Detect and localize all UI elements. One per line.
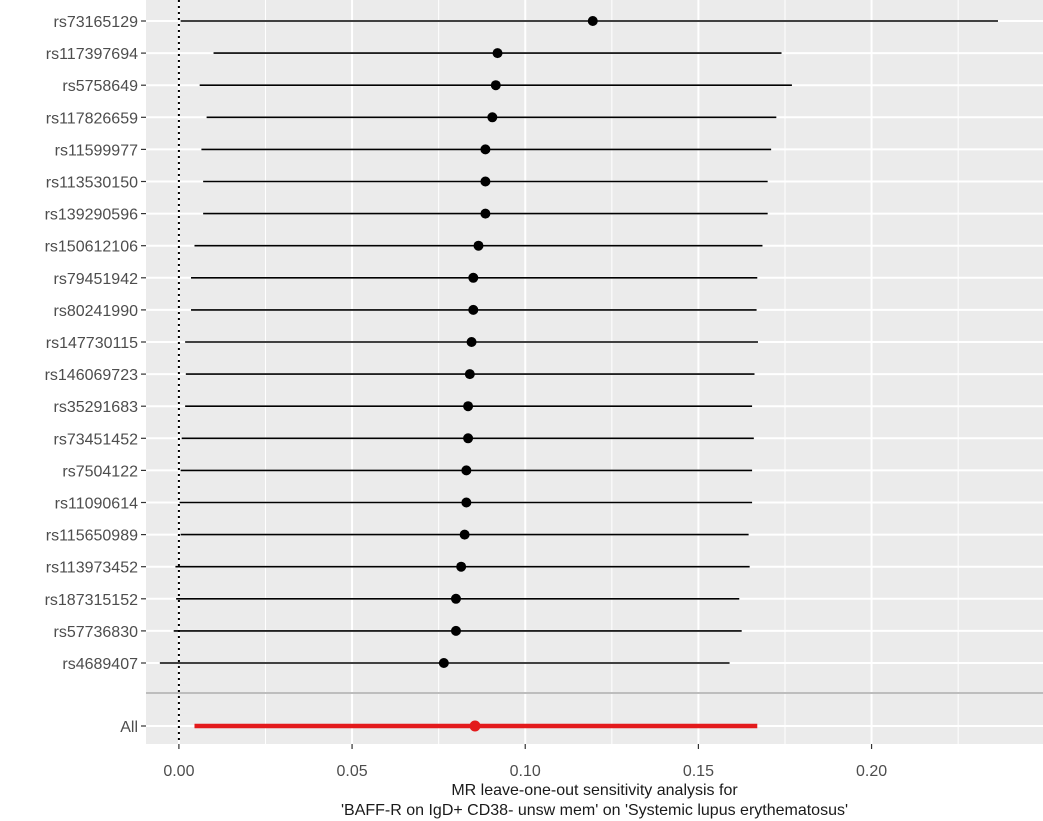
y-tick-label: rs11599977 — [55, 142, 138, 159]
estimate-point — [468, 272, 479, 283]
y-tick-label: rs113530150 — [46, 175, 138, 192]
x-tick-label: 0.20 — [856, 763, 887, 780]
y-tick-label: rs146069723 — [45, 367, 139, 384]
estimate-point — [461, 497, 472, 508]
x-axis-title-line-1: MR leave-one-out sensitivity analysis fo… — [451, 782, 738, 799]
snp-row — [203, 208, 768, 219]
snp-row — [206, 112, 777, 123]
y-tick-label: rs35291683 — [53, 399, 138, 416]
estimate-point — [473, 240, 484, 251]
y-axis-labels: rs73165129 rs117397694 rs5758649 rs11782665… — [45, 14, 146, 736]
snp-row — [203, 176, 768, 187]
y-tick-label: rs11090614 — [55, 496, 138, 513]
y-tick-label: rs147730115 — [46, 335, 138, 352]
snp-row — [175, 561, 750, 572]
x-tick-label: 0.10 — [510, 763, 541, 780]
estimate-point — [456, 561, 467, 572]
estimate-point — [487, 112, 498, 123]
snp-estimates — [159, 16, 998, 668]
snp-row — [180, 465, 753, 476]
snp-row — [213, 48, 782, 59]
x-axis-title-line-2: 'BAFF-R on IgD+ CD38- unsw mem' on 'Syst… — [341, 802, 848, 819]
snp-row — [191, 304, 757, 315]
estimate-point — [463, 401, 474, 412]
overall-estimate — [194, 720, 758, 732]
y-tick-label: rs150612106 — [45, 239, 139, 256]
snp-row — [201, 144, 772, 155]
snp-row — [194, 240, 763, 251]
estimate-point — [450, 593, 461, 604]
overall-estimate-point — [469, 720, 481, 732]
estimate-point — [463, 433, 474, 444]
y-tick-label: rs4689407 — [62, 656, 138, 673]
estimate-point — [492, 48, 503, 59]
estimate-point — [464, 369, 475, 380]
y-tick-label: rs57736830 — [53, 624, 138, 641]
snp-row — [199, 80, 792, 91]
x-tick-label: 0.05 — [336, 763, 367, 780]
snp-row — [180, 529, 749, 540]
estimate-point — [438, 658, 449, 668]
y-tick-label: rs5758649 — [62, 78, 138, 95]
y-tick-label: rs139290596 — [45, 207, 139, 224]
estimate-point — [466, 337, 477, 347]
estimate-point — [480, 144, 491, 155]
y-tick-label: rs117826659 — [46, 110, 138, 127]
snp-row — [191, 272, 758, 283]
estimate-point — [480, 208, 491, 219]
estimate-point — [459, 529, 470, 540]
y-tick-label: rs73165129 — [53, 14, 138, 31]
y-tick-label: rs7504122 — [62, 463, 138, 480]
y-tick-label: rs187315152 — [45, 592, 139, 609]
estimate-point — [450, 625, 461, 636]
estimate-point — [490, 80, 501, 91]
snp-row — [159, 658, 730, 668]
minor-gridlines — [264, 0, 959, 744]
estimate-point — [480, 176, 491, 187]
snp-row — [180, 16, 998, 26]
snp-row — [173, 625, 742, 636]
snp-row — [185, 401, 753, 412]
estimate-point — [587, 16, 598, 26]
y-tick-label: All — [120, 719, 138, 736]
y-tick-label: rs117397694 — [46, 46, 138, 63]
estimate-point — [461, 465, 472, 476]
x-tick-label: 0.00 — [163, 763, 194, 780]
x-tick-label: 0.15 — [683, 763, 714, 780]
snp-row — [176, 593, 740, 604]
y-tick-label: rs73451452 — [53, 431, 138, 448]
snp-row — [181, 433, 754, 444]
y-tick-label: rs113973452 — [46, 560, 138, 577]
plot-panel — [146, 0, 1043, 744]
estimate-point — [468, 304, 479, 315]
y-tick-label: rs80241990 — [53, 303, 138, 320]
y-tick-label: rs79451942 — [53, 271, 138, 288]
y-tick-label: rs115650989 — [46, 528, 138, 545]
x-axis-ticks: 0.00 0.05 0.10 0.15 0.20 — [163, 744, 887, 780]
snp-row — [179, 497, 753, 508]
snp-row — [185, 337, 758, 347]
snp-row — [185, 369, 755, 380]
